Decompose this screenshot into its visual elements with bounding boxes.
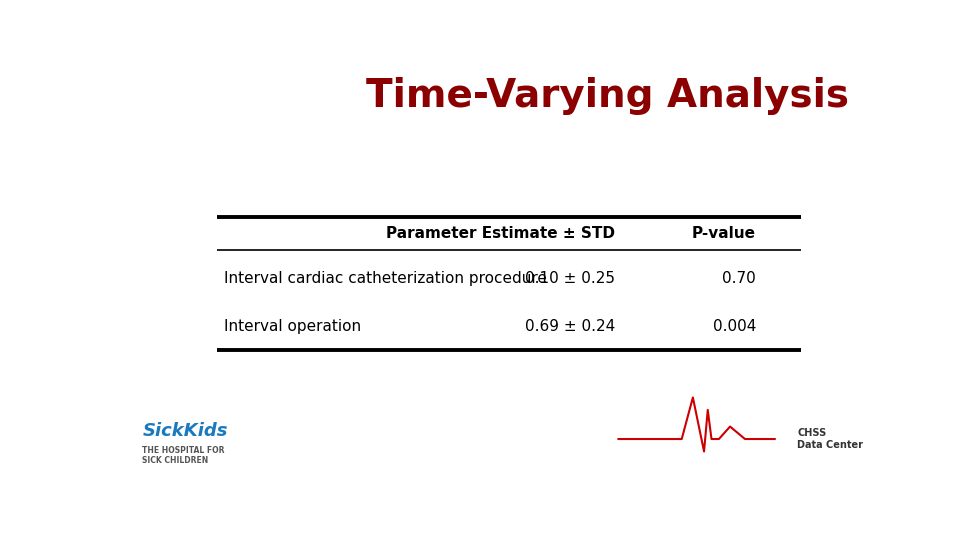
Text: Interval operation: Interval operation xyxy=(225,319,361,334)
Text: THE HOSPITAL FOR
SICK CHILDREN: THE HOSPITAL FOR SICK CHILDREN xyxy=(142,446,225,465)
Text: Time-Varying Analysis: Time-Varying Analysis xyxy=(366,77,849,115)
Text: Parameter Estimate ± STD: Parameter Estimate ± STD xyxy=(386,226,614,241)
Text: 0.10 ± 0.25: 0.10 ± 0.25 xyxy=(525,272,614,286)
Text: SickKids: SickKids xyxy=(142,422,228,440)
Text: Interval cardiac catheterization procedure: Interval cardiac catheterization procedu… xyxy=(225,272,547,286)
Text: 0.69 ± 0.24: 0.69 ± 0.24 xyxy=(524,319,614,334)
Text: 0.004: 0.004 xyxy=(712,319,756,334)
Text: CHSS
Data Center: CHSS Data Center xyxy=(797,428,863,450)
Text: 0.70: 0.70 xyxy=(722,272,756,286)
Text: P-value: P-value xyxy=(692,226,756,241)
